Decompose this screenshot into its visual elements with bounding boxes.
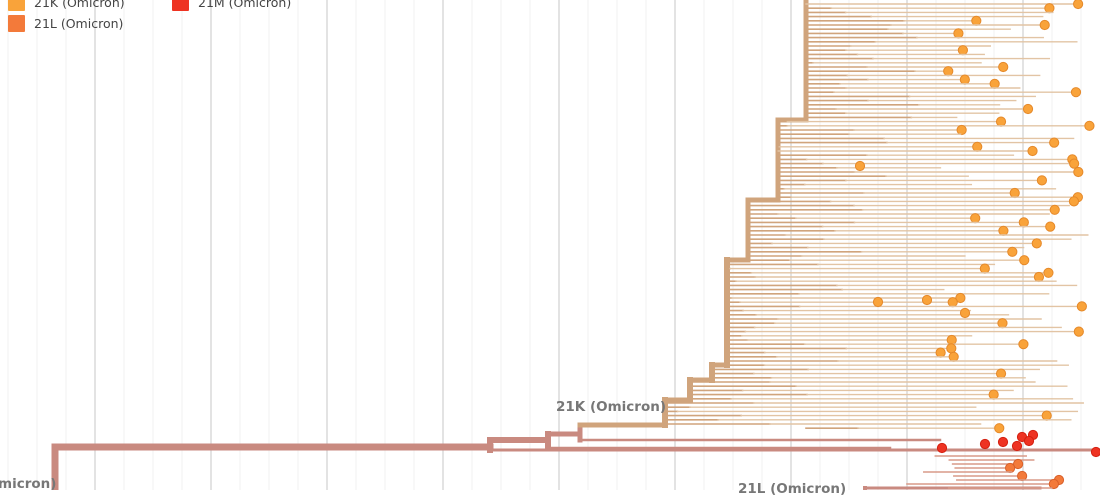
tree-tip[interactable] xyxy=(953,28,964,39)
legend-label: 21K (Omicron) xyxy=(34,0,125,10)
tree-tip[interactable] xyxy=(943,66,954,77)
clade-label-21l: 21L (Omicron) xyxy=(738,481,847,497)
legend-item-21k[interactable]: 21K (Omicron) xyxy=(8,0,125,11)
tree-tip[interactable] xyxy=(957,45,968,56)
clade-label-21k: 21K (Omicron) xyxy=(556,399,667,415)
tree-tip[interactable] xyxy=(1009,187,1020,199)
tree-tip[interactable] xyxy=(955,292,966,304)
tree-tip[interactable] xyxy=(971,15,982,26)
tree-tip[interactable] xyxy=(979,438,991,450)
tree-tip[interactable] xyxy=(935,347,946,358)
tree-tip[interactable] xyxy=(997,436,1009,448)
tree-tip[interactable] xyxy=(1022,103,1034,115)
tree-tip[interactable] xyxy=(1036,175,1048,186)
tree-tip[interactable] xyxy=(979,263,990,274)
tree-tip[interactable] xyxy=(1033,271,1045,283)
tree-tip[interactable] xyxy=(1073,0,1084,10)
tree-tip[interactable] xyxy=(1049,204,1060,215)
tree-tip[interactable] xyxy=(959,74,970,85)
tree-tip[interactable] xyxy=(1076,301,1087,312)
tree-tip[interactable] xyxy=(1039,19,1050,31)
tree-tip[interactable] xyxy=(1018,217,1029,228)
tree-tip[interactable] xyxy=(946,334,957,346)
tree-tip[interactable] xyxy=(998,61,1009,73)
tree-tip[interactable] xyxy=(1090,446,1100,458)
tree-tip[interactable] xyxy=(1019,255,1030,266)
tree-tip[interactable] xyxy=(989,78,1000,89)
legend-swatch xyxy=(8,0,25,11)
legend-label: 21L (Omicron) xyxy=(34,16,124,31)
tree-tip[interactable] xyxy=(1068,196,1080,207)
tree-tip[interactable] xyxy=(1044,3,1055,14)
tree-tip[interactable] xyxy=(956,124,967,136)
tree-tip[interactable] xyxy=(972,141,983,152)
legend-item-21l[interactable]: 21L (Omicron) xyxy=(8,15,123,32)
tree-tip[interactable] xyxy=(998,225,1009,236)
tree-tip[interactable] xyxy=(1027,145,1038,157)
tree-tip[interactable] xyxy=(995,116,1007,127)
legend-item-21m[interactable]: 21M (Omicron) xyxy=(172,0,291,11)
tree-tip[interactable] xyxy=(872,296,884,308)
tree-tip[interactable] xyxy=(948,351,959,362)
tree-tip[interactable] xyxy=(1048,478,1059,490)
legend-swatch xyxy=(8,15,25,32)
tree-tip[interactable] xyxy=(1031,238,1042,249)
tree-tip[interactable] xyxy=(1041,410,1052,421)
tree-tip[interactable] xyxy=(854,160,866,172)
tree-tip[interactable] xyxy=(1011,440,1023,452)
tree-tip[interactable] xyxy=(1084,120,1095,131)
tree-tip[interactable] xyxy=(1045,221,1056,232)
tree-tip[interactable] xyxy=(1018,339,1029,350)
tree-tip[interactable] xyxy=(936,442,948,454)
tree-tip[interactable] xyxy=(997,318,1008,329)
legend-swatch xyxy=(172,0,189,11)
tree-tip[interactable] xyxy=(946,343,957,354)
tree-tip[interactable] xyxy=(1069,158,1080,169)
tree-tip[interactable] xyxy=(995,368,1007,379)
tree-tip[interactable] xyxy=(1049,137,1060,148)
tree-tip[interactable] xyxy=(1007,246,1018,257)
tree-tip[interactable] xyxy=(1073,166,1084,178)
tree-tip[interactable] xyxy=(921,294,933,306)
tree-tip[interactable] xyxy=(988,389,999,400)
legend-label: 21M (Omicron) xyxy=(198,0,292,10)
tree-tip[interactable] xyxy=(1013,458,1024,470)
tree-tip[interactable] xyxy=(1023,435,1035,447)
tree-tip[interactable] xyxy=(1073,326,1084,337)
tree-tip[interactable] xyxy=(947,297,958,308)
tree-tip[interactable] xyxy=(1070,87,1082,98)
tree-tip[interactable] xyxy=(994,423,1005,434)
tree-tip[interactable] xyxy=(970,213,981,224)
tree-tip[interactable] xyxy=(959,307,971,319)
clade-label-left: micron) xyxy=(0,476,57,492)
tree-tip[interactable] xyxy=(1043,267,1054,278)
